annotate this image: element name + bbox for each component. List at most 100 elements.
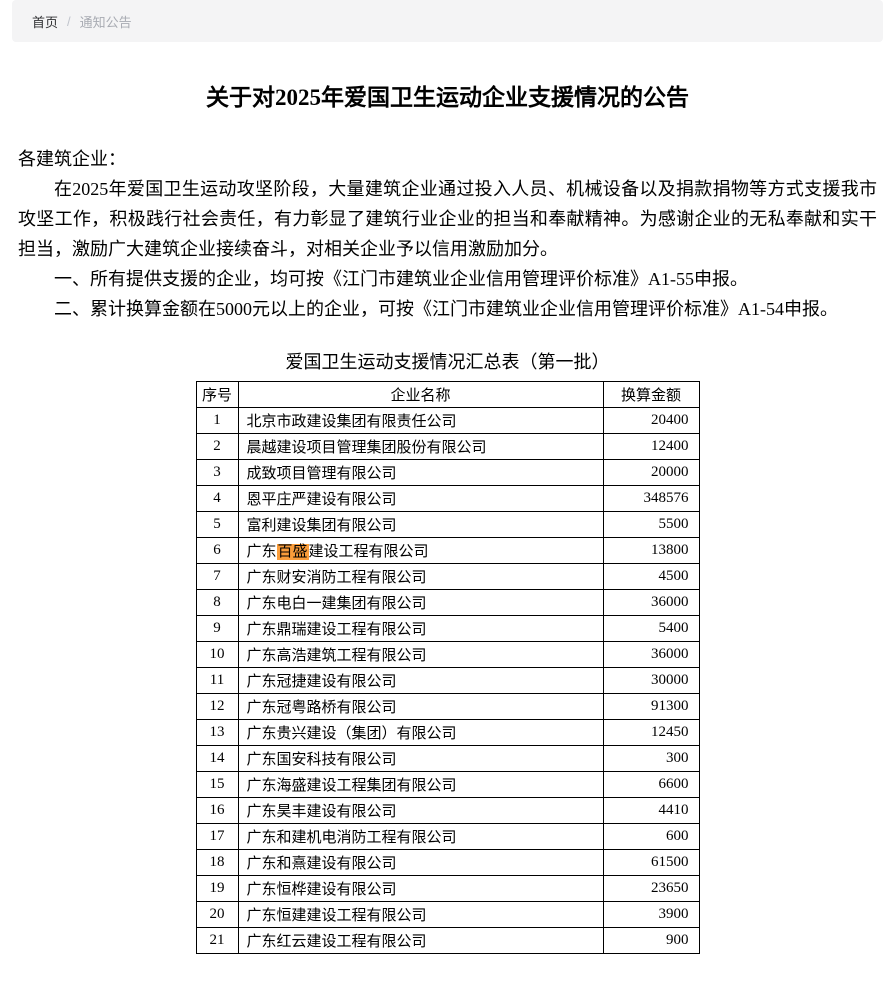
table-row: 7 广东财安消防工程有限公司 4500 (195, 563, 700, 590)
cell-company-name: 北京市政建设集团有限责任公司 (237, 407, 604, 434)
table-row: 21 广东红云建设工程有限公司 900 (195, 927, 700, 954)
table-row: 14 广东国安科技有限公司 300 (195, 745, 700, 772)
cell-no: 19 (195, 875, 239, 902)
page-title: 关于对2025年爱国卫生运动企业支援情况的公告 (206, 85, 689, 110)
table-row: 3 成致项目管理有限公司 20000 (195, 459, 700, 486)
cell-company-name: 广东和熹建设有限公司 (237, 849, 604, 876)
cell-amount: 900 (602, 927, 700, 954)
table-row: 16 广东昊丰建设有限公司 4410 (195, 797, 700, 824)
table-row: 10 广东高浩建筑工程有限公司 36000 (195, 641, 700, 668)
cell-no: 18 (195, 849, 239, 876)
cell-amount: 4410 (602, 797, 700, 824)
breadcrumb-current: 通知公告 (79, 14, 132, 30)
cell-company-name: 广东红云建设工程有限公司 (237, 927, 604, 954)
cell-company-name: 广东财安消防工程有限公司 (237, 563, 604, 590)
cell-amount: 30000 (602, 667, 700, 694)
cell-amount: 61500 (602, 849, 700, 876)
cell-company-name: 广东海盛建设工程集团有限公司 (237, 771, 604, 798)
cell-company-name: 广东恒建建设工程有限公司 (237, 901, 604, 928)
table-row: 11 广东冠捷建设有限公司 30000 (195, 667, 700, 694)
cell-amount: 300 (602, 745, 700, 772)
article-body: 各建筑企业： 在2025年爱国卫生运动攻坚阶段，大量建筑企业通过投入人员、机械设… (18, 144, 877, 324)
cell-company-name: 广东高浩建筑工程有限公司 (237, 641, 604, 668)
cell-amount: 36000 (602, 589, 700, 616)
cell-amount: 3900 (602, 901, 700, 928)
cell-no: 16 (195, 797, 239, 824)
cell-no: 9 (195, 615, 239, 642)
cell-company-name: 广东冠粤路桥有限公司 (237, 693, 604, 720)
cell-company-name: 广东百盛建设工程有限公司 (237, 537, 604, 564)
cell-no: 3 (195, 459, 239, 486)
breadcrumb: 首页 / 通知公告 (12, 0, 883, 42)
cell-amount: 20400 (602, 407, 700, 434)
table-row: 13 广东贵兴建设（集团）有限公司 12450 (195, 719, 700, 746)
cell-no: 5 (195, 511, 239, 538)
table-row: 15 广东海盛建设工程集团有限公司 6600 (195, 771, 700, 798)
cell-amount: 23650 (602, 875, 700, 902)
cell-no: 1 (195, 407, 239, 434)
cell-company-name: 广东和建机电消防工程有限公司 (237, 823, 604, 850)
cell-company-name: 广东冠捷建设有限公司 (237, 667, 604, 694)
cell-no: 14 (195, 745, 239, 772)
cell-company-name: 恩平庄严建设有限公司 (237, 485, 604, 512)
table-row: 9 广东鼎瑞建设工程有限公司 5400 (195, 615, 700, 642)
cell-no: 7 (195, 563, 239, 590)
cell-amount: 20000 (602, 459, 700, 486)
table-row: 17 广东和建机电消防工程有限公司 600 (195, 823, 700, 850)
notice-article: 关于对2025年爱国卫生运动企业支援情况的公告 各建筑企业： 在2025年爱国卫… (0, 78, 895, 954)
cell-no: 2 (195, 433, 239, 460)
cell-amount: 5500 (602, 511, 700, 538)
table-row: 19 广东恒桦建设有限公司 23650 (195, 875, 700, 902)
cell-amount: 36000 (602, 641, 700, 668)
cell-amount: 12450 (602, 719, 700, 746)
cell-no: 12 (195, 693, 239, 720)
table-row: 2 晨越建设项目管理集团股份有限公司 12400 (195, 433, 700, 460)
column-header-amount: 换算金额 (602, 381, 700, 408)
cell-amount: 6600 (602, 771, 700, 798)
table-row: 18 广东和熹建设有限公司 61500 (195, 849, 700, 876)
search-highlight: 百盛 (276, 544, 309, 560)
table-row: 8 广东电白一建集团有限公司 36000 (195, 589, 700, 616)
cell-company-name: 富利建设集团有限公司 (237, 511, 604, 538)
cell-company-name: 广东贵兴建设（集团）有限公司 (237, 719, 604, 746)
breadcrumb-link-home[interactable]: 首页 (32, 14, 59, 30)
page: 首页 / 通知公告 关于对2025年爱国卫生运动企业支援情况的公告 各建筑企业：… (0, 0, 895, 954)
cell-no: 8 (195, 589, 239, 616)
table-row: 12 广东冠粤路桥有限公司 91300 (195, 693, 700, 720)
cell-no: 11 (195, 667, 239, 694)
table-header-row: 序号 企业名称 换算金额 (195, 381, 700, 408)
cell-amount: 600 (602, 823, 700, 850)
summary-table: 序号 企业名称 换算金额 1 北京市政建设集团有限责任公司 20400 2 晨越建设项目管理… (195, 381, 700, 954)
column-header-no: 序号 (195, 381, 239, 408)
table-caption: 爱国卫生运动支援情况汇总表（第一批） (285, 352, 610, 372)
cell-no: 21 (195, 927, 239, 954)
cell-company-name: 广东昊丰建设有限公司 (237, 797, 604, 824)
table-body: 1 北京市政建设集团有限责任公司 20400 2 晨越建设项目管理集团股份有限公司 124… (195, 407, 700, 954)
table-row: 4 恩平庄严建设有限公司 348576 (195, 485, 700, 512)
paragraph: 二、累计换算金额在5000元以上的企业，可按《江门市建筑业企业信用管理评价标准》… (54, 299, 838, 319)
table-row: 5 富利建设集团有限公司 5500 (195, 511, 700, 538)
table-row: 6 广东百盛建设工程有限公司 13800 (195, 537, 700, 564)
cell-amount: 12400 (602, 433, 700, 460)
breadcrumb-separator: / (67, 13, 71, 29)
cell-no: 15 (195, 771, 239, 798)
cell-amount: 348576 (602, 485, 700, 512)
cell-no: 6 (195, 537, 239, 564)
table-row: 20 广东恒建建设工程有限公司 3900 (195, 901, 700, 928)
cell-company-name: 晨越建设项目管理集团股份有限公司 (237, 433, 604, 460)
paragraph: 一、所有提供支援的企业，均可按《江门市建筑业企业信用管理评价标准》A1-55申报… (54, 269, 748, 289)
cell-company-name: 广东电白一建集团有限公司 (237, 589, 604, 616)
cell-amount: 91300 (602, 693, 700, 720)
column-header-name: 企业名称 (237, 381, 604, 408)
cell-company-name: 广东恒桦建设有限公司 (237, 875, 604, 902)
table-row: 1 北京市政建设集团有限责任公司 20400 (195, 407, 700, 434)
cell-no: 13 (195, 719, 239, 746)
cell-no: 20 (195, 901, 239, 928)
cell-amount: 4500 (602, 563, 700, 590)
cell-company-name: 广东国安科技有限公司 (237, 745, 604, 772)
salutation: 各建筑企业： (18, 149, 126, 169)
cell-amount: 13800 (602, 537, 700, 564)
cell-no: 17 (195, 823, 239, 850)
cell-company-name: 成致项目管理有限公司 (237, 459, 604, 486)
cell-company-name: 广东鼎瑞建设工程有限公司 (237, 615, 604, 642)
